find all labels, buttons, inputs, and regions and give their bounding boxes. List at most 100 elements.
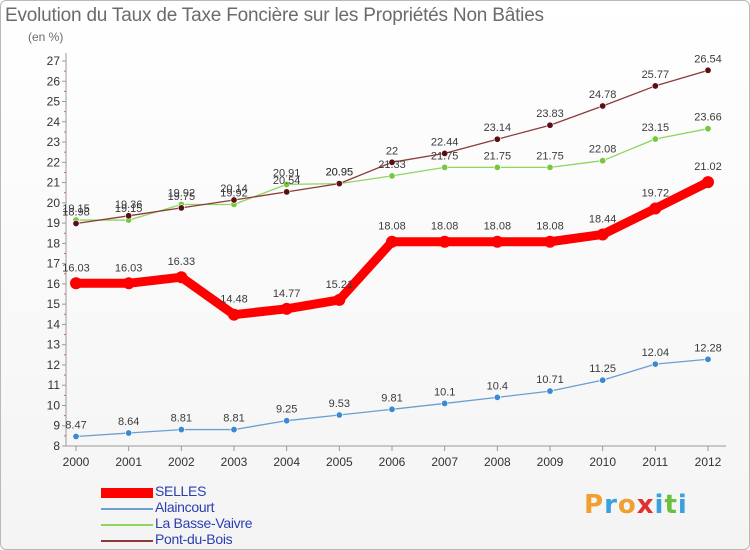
- data-label: 18.98: [62, 207, 90, 219]
- data-label: 20.54: [273, 175, 301, 187]
- x-tick-label: 2003: [221, 455, 248, 469]
- data-label: 18.08: [378, 221, 406, 233]
- data-point: [175, 271, 188, 284]
- data-label: 14.77: [273, 288, 301, 300]
- data-label: 8.81: [223, 413, 244, 425]
- data-label: 10.4: [487, 380, 508, 392]
- y-tick-label: 9: [53, 419, 60, 433]
- data-label: 21.75: [431, 150, 459, 162]
- data-point: [651, 135, 659, 143]
- data-point: [546, 387, 554, 395]
- data-label: 8.81: [171, 413, 192, 425]
- legend-swatch: [101, 524, 153, 526]
- data-point: [386, 235, 398, 248]
- data-point: [230, 426, 238, 434]
- data-point: [596, 228, 609, 241]
- data-point: [651, 82, 659, 90]
- y-tick-label: 21: [47, 176, 61, 190]
- y-tick-label: 25: [47, 95, 61, 109]
- data-point: [546, 121, 554, 129]
- chart-subtitle: (en %): [28, 30, 64, 44]
- data-label: 20.14: [220, 183, 248, 195]
- y-tick-label: 13: [47, 338, 61, 352]
- x-tick-label: 2006: [379, 455, 406, 469]
- data-point: [599, 376, 607, 384]
- data-point: [333, 293, 346, 306]
- data-label: 8.47: [65, 419, 86, 431]
- data-label: 12.04: [642, 347, 670, 359]
- data-point: [125, 429, 133, 437]
- data-label: 24.78: [589, 89, 617, 101]
- data-label: 16.03: [62, 262, 90, 274]
- data-point: [228, 308, 240, 321]
- data-label: 25.77: [642, 69, 670, 81]
- data-point: [283, 417, 291, 425]
- data-point: [388, 158, 396, 166]
- data-label: 11.25: [589, 363, 616, 375]
- x-tick-label: 2007: [431, 455, 458, 469]
- data-label: 15.21: [326, 279, 354, 291]
- data-label: 9.25: [276, 404, 297, 416]
- x-tick-label: 2012: [695, 455, 722, 469]
- data-point: [704, 125, 712, 133]
- data-point: [72, 220, 80, 228]
- data-point: [546, 163, 554, 171]
- data-point: [493, 163, 501, 171]
- data-point: [651, 360, 659, 368]
- data-point: [335, 180, 343, 188]
- y-tick-label: 18: [47, 236, 61, 250]
- data-point: [702, 176, 714, 189]
- data-label: 21.33: [378, 159, 406, 171]
- legend-swatch: [101, 488, 153, 498]
- data-point: [704, 355, 712, 363]
- series-la-basse-vaivre: [72, 125, 712, 224]
- x-tick-label: 2001: [115, 455, 142, 469]
- data-point: [599, 102, 607, 110]
- data-label: 14.48: [220, 294, 248, 306]
- data-label: 22: [386, 145, 398, 157]
- logo-letter: i: [677, 490, 688, 520]
- data-label: 12.28: [694, 342, 722, 354]
- y-tick-label: 15: [47, 297, 61, 311]
- y-tick-label: 23: [47, 135, 61, 149]
- y-tick-label: 17: [47, 257, 61, 271]
- legend-label: La Basse-Vaivre: [155, 515, 253, 531]
- data-point: [438, 235, 451, 248]
- data-label: 9.53: [329, 398, 350, 410]
- logo-letter: x: [636, 490, 655, 520]
- data-point: [493, 135, 501, 143]
- x-tick-label: 2011: [642, 455, 668, 469]
- data-point: [388, 172, 396, 180]
- data-point: [388, 405, 396, 413]
- data-label: 26.54: [694, 53, 722, 65]
- logo-letter: i: [654, 490, 665, 520]
- data-label: 18.08: [431, 221, 459, 233]
- data-label: 21.02: [694, 161, 722, 173]
- data-label: 10.71: [536, 374, 564, 386]
- data-point: [599, 157, 607, 165]
- data-label: 19.92: [168, 187, 196, 199]
- data-label: 19.15: [115, 203, 143, 215]
- legend-label: Alaincourt: [155, 499, 215, 515]
- data-point: [283, 180, 291, 188]
- legend-swatch: [101, 508, 153, 510]
- series-layer: [70, 66, 714, 440]
- data-label: 21.75: [484, 150, 512, 162]
- logo-letter: o: [617, 490, 637, 520]
- legend-label: Pont-du-Bois: [155, 531, 233, 547]
- y-tick-label: 19: [47, 216, 61, 230]
- data-label: 19.92: [220, 187, 248, 199]
- logo-letter: r: [604, 490, 618, 520]
- data-label: 18.44: [589, 213, 617, 225]
- legend-swatch: [101, 540, 153, 542]
- data-label: 20.95: [326, 167, 354, 179]
- x-tick-label: 2004: [273, 455, 300, 469]
- y-tick-label: 27: [47, 54, 61, 68]
- data-labels-layer: 16.03 16.03 16.33 14.48 14.77 15.21 18.08 18.08…: [62, 53, 722, 431]
- data-label: 16.03: [115, 262, 143, 274]
- y-tick-label: 11: [48, 378, 61, 392]
- logo-letter: t: [664, 490, 678, 520]
- series-selles: [70, 176, 714, 321]
